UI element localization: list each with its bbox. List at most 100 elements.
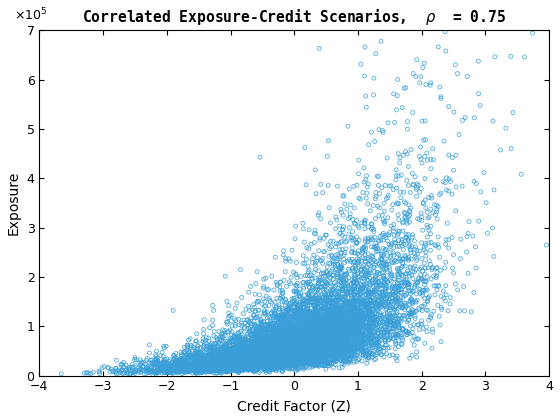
Point [268, 336, 277, 343]
Point [305, 349, 314, 355]
Point [219, 366, 228, 373]
Point [309, 318, 318, 325]
Point [366, 312, 375, 319]
Point [335, 330, 344, 337]
Point [254, 351, 263, 358]
Point [302, 339, 311, 345]
Point [204, 365, 213, 372]
Point [298, 315, 307, 322]
Point [318, 317, 327, 324]
Point [274, 336, 283, 342]
Point [292, 271, 301, 278]
Point [237, 357, 246, 364]
Point [263, 364, 272, 370]
Point [324, 343, 333, 350]
Point [184, 360, 193, 367]
Point [324, 322, 333, 328]
Point [342, 341, 351, 348]
Point [241, 348, 250, 355]
Point [427, 195, 436, 202]
Point [248, 360, 256, 367]
Point [242, 361, 251, 368]
Point [271, 354, 280, 361]
Point [382, 305, 391, 312]
Point [324, 326, 333, 332]
Point [349, 345, 358, 352]
Point [270, 356, 279, 362]
Point [245, 345, 254, 352]
Point [288, 344, 297, 351]
Point [321, 273, 330, 280]
Point [259, 345, 268, 352]
Point [360, 345, 369, 352]
Point [301, 344, 310, 351]
Point [318, 333, 327, 340]
Point [363, 322, 372, 328]
Point [324, 241, 333, 248]
Point [246, 366, 255, 373]
Point [209, 307, 218, 314]
Point [286, 348, 295, 354]
Point [311, 283, 320, 290]
Point [369, 297, 378, 304]
Point [306, 338, 315, 345]
Point [302, 181, 311, 188]
Point [267, 351, 276, 358]
Point [306, 328, 315, 335]
Point [320, 344, 329, 351]
Point [388, 304, 396, 311]
Point [269, 344, 278, 351]
Point [250, 341, 259, 348]
Point [222, 365, 231, 372]
Point [306, 346, 315, 352]
Point [263, 342, 272, 349]
Point [404, 281, 413, 288]
Point [249, 357, 258, 363]
Point [412, 291, 421, 297]
Point [267, 362, 276, 369]
Point [390, 321, 399, 328]
Point [272, 337, 281, 344]
Point [280, 299, 289, 305]
Point [408, 268, 417, 275]
Point [389, 321, 398, 328]
Point [167, 365, 176, 372]
Point [215, 366, 224, 373]
Point [232, 357, 241, 363]
Point [213, 367, 222, 374]
Point [297, 339, 306, 345]
Point [325, 308, 334, 315]
Point [237, 363, 246, 370]
Point [312, 318, 321, 324]
Point [266, 341, 275, 347]
Point [319, 357, 328, 364]
Point [284, 356, 293, 362]
Point [335, 356, 344, 362]
Point [311, 334, 320, 341]
Point [234, 369, 243, 376]
Point [233, 360, 242, 367]
Point [248, 356, 257, 363]
Point [279, 329, 288, 336]
Point [267, 355, 276, 362]
Point [285, 301, 294, 307]
Point [282, 339, 291, 346]
Point [381, 286, 390, 292]
Point [328, 350, 337, 357]
Point [255, 364, 264, 370]
Point [302, 328, 311, 335]
Point [216, 349, 225, 355]
Point [305, 333, 314, 340]
Point [183, 356, 192, 362]
Point [308, 340, 317, 346]
Point [325, 322, 334, 329]
Point [265, 348, 274, 354]
Point [195, 357, 204, 363]
Point [266, 318, 275, 324]
Point [314, 340, 323, 346]
Point [309, 313, 318, 320]
Point [313, 350, 322, 357]
Point [189, 354, 198, 360]
Point [329, 321, 338, 328]
Point [347, 305, 356, 312]
